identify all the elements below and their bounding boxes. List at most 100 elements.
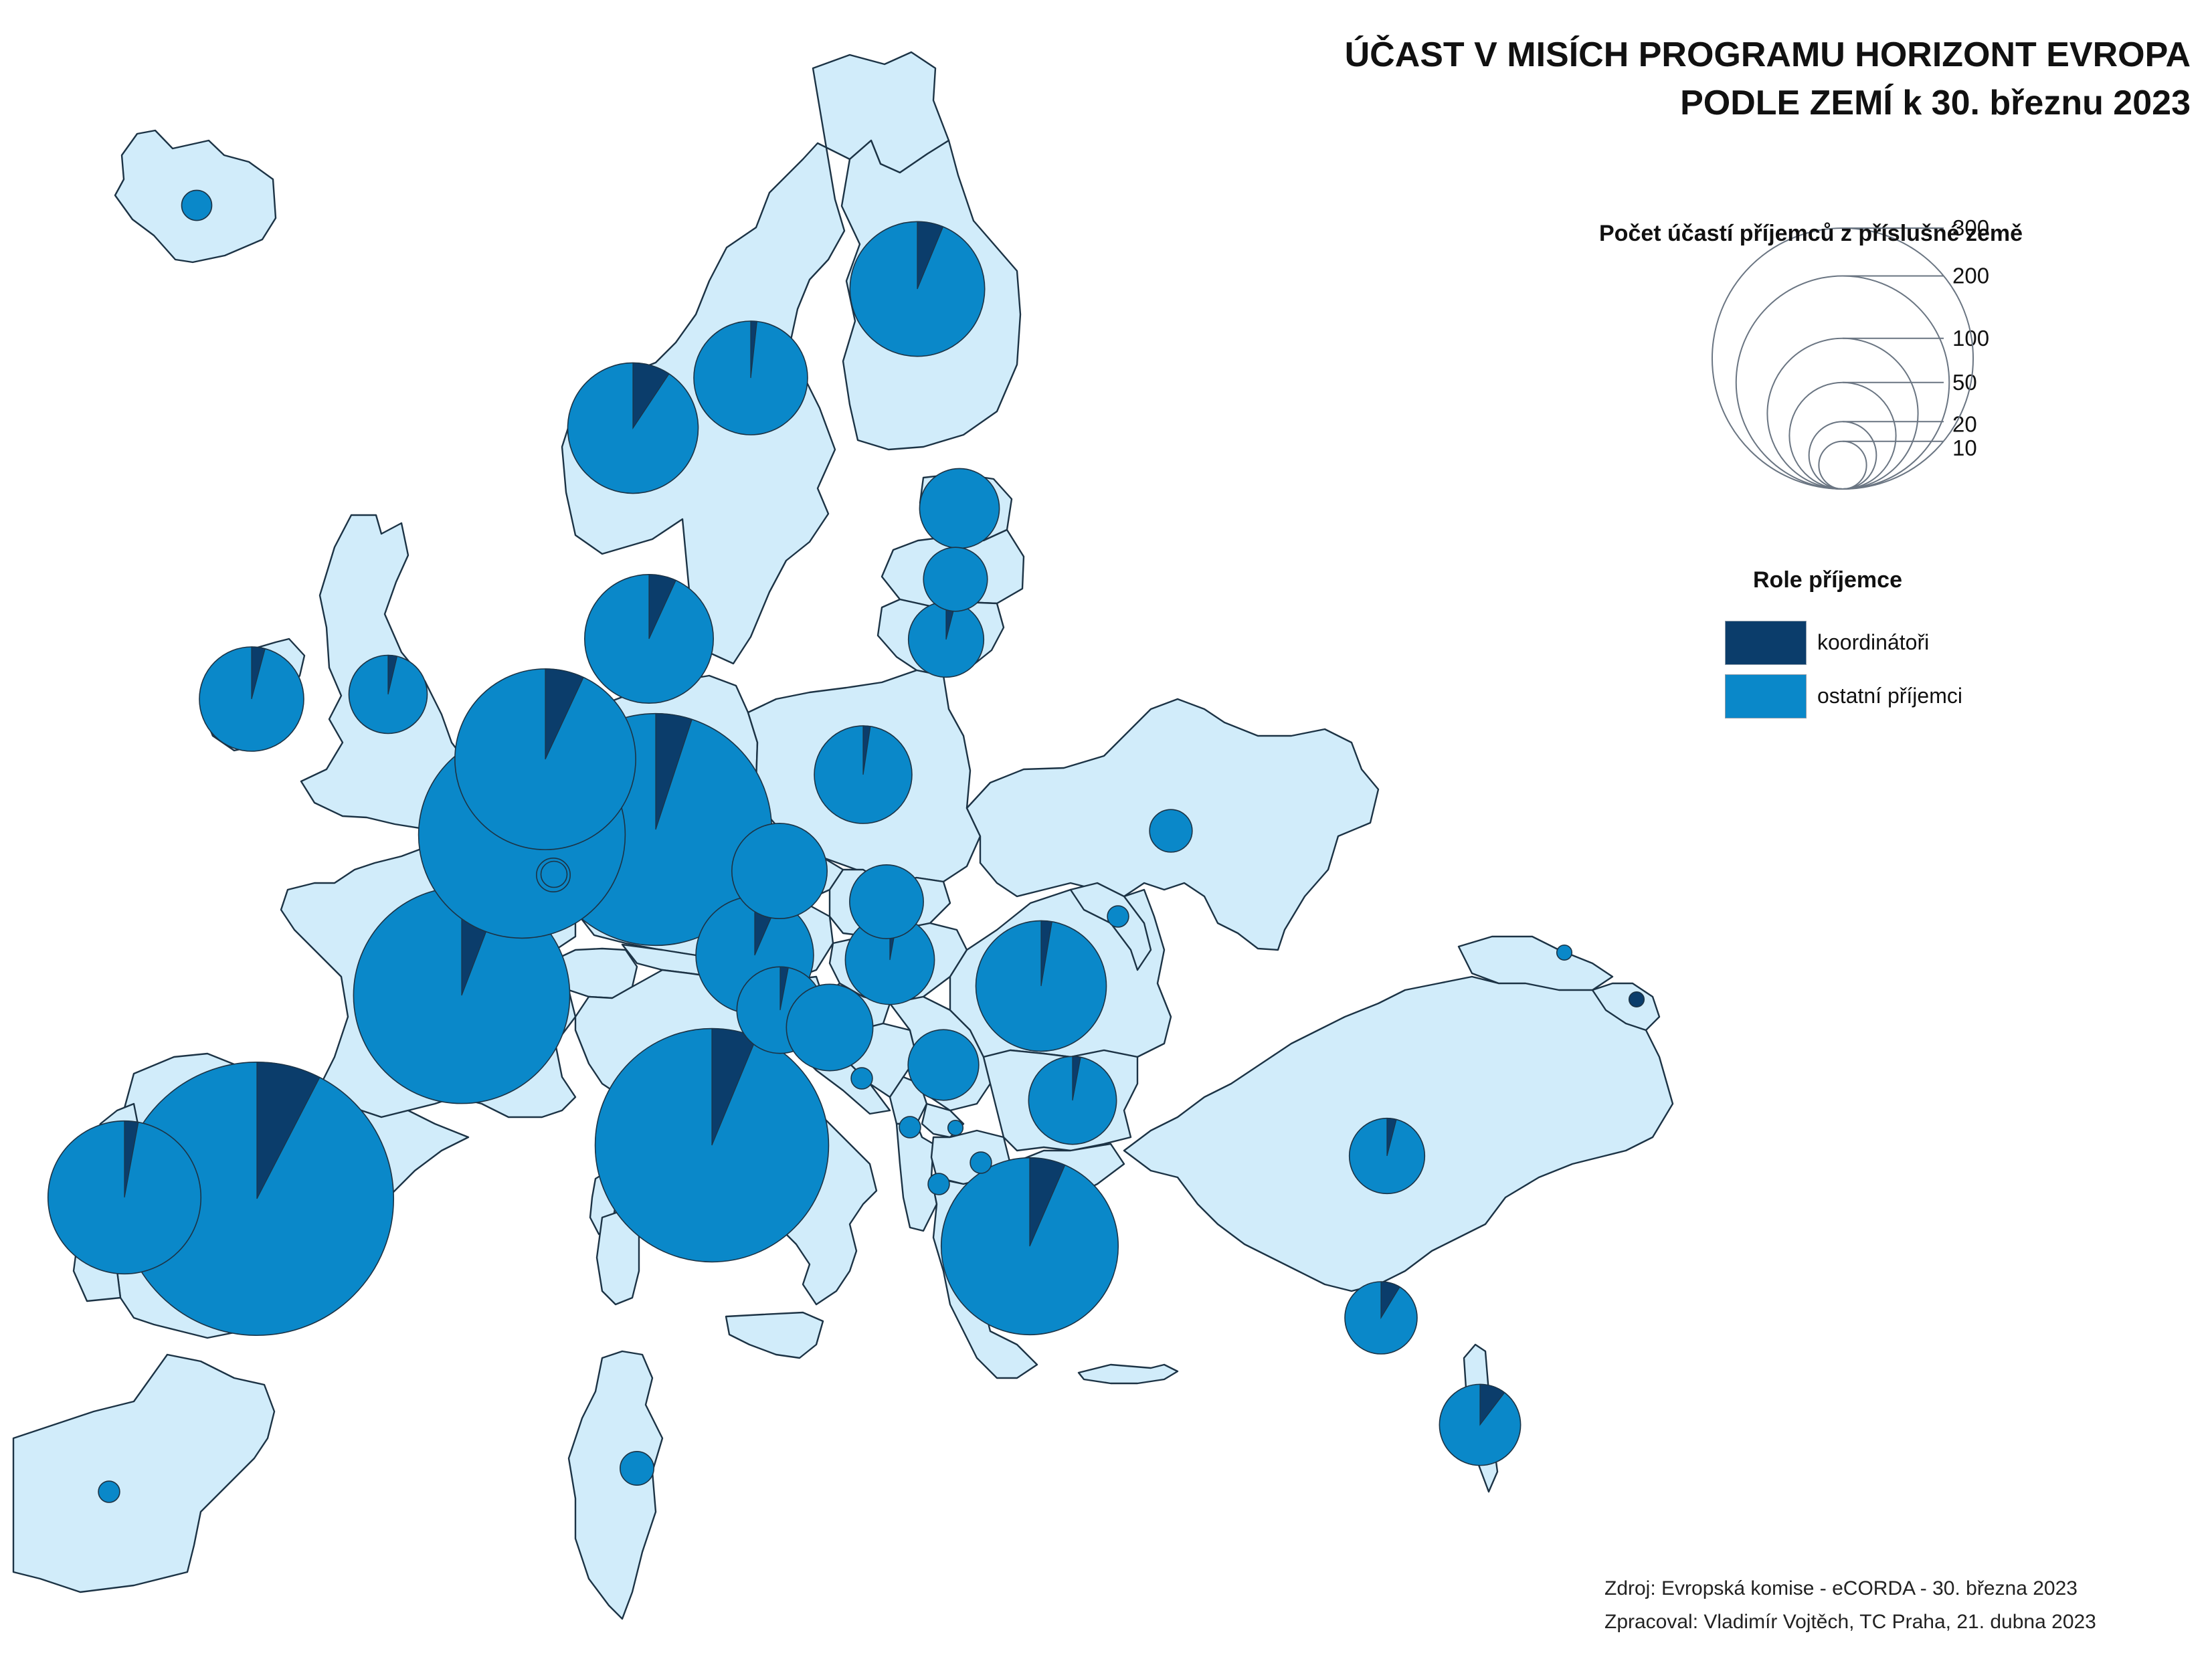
pie-coordinators-united-kingdom [387,654,398,695]
pie-norway [567,362,699,494]
pie-others-czechia [731,822,828,920]
pie-bosnia-and-herzegovina [850,1067,873,1090]
country-tunisia [567,1350,664,1620]
pie-coordinators-sweden [750,320,758,379]
size-label-200: 200 [1952,264,1989,288]
country-morocco [12,1353,276,1593]
pie-tunisia [620,1451,654,1486]
pie-netherlands [454,668,636,850]
pie-coordinators-slovenia [779,966,789,1011]
pie-others-ukraine [1149,809,1193,853]
size-ring-100 [1766,337,1919,490]
author-credit: Zpracoval: Vladimír Vojtěch, TC Praha, 2… [1604,1611,2096,1633]
pie-others-croatia [786,983,874,1072]
pie-romania [975,920,1107,1052]
pie-others-latvia [923,547,988,612]
size-ring-50 [1788,381,1897,490]
pie-others-estonia [919,468,1000,549]
pie-poland [814,725,913,824]
island-sicily [725,1311,824,1359]
pie-bulgaria [1028,1056,1117,1145]
pie-others-slovakia [849,864,924,939]
pie-others-kosovo [947,1119,964,1137]
country-moldova [1069,882,1152,971]
size-label-20: 20 [1952,411,1977,436]
others-swatch [1725,674,1807,718]
island-crete [1077,1363,1179,1385]
pie-spain [119,1061,395,1337]
pie-montenegro [899,1116,921,1139]
pie-ukraine [1149,809,1193,853]
others-label: ostatní příjemci [1817,684,1962,708]
country-boundaries [12,51,1674,1620]
pie-coordinators-norway [632,362,670,429]
pie-others-north-macedonia [970,1151,992,1174]
pie-others-georgia [1556,944,1573,961]
pie-luxembourg [540,860,568,888]
pie-israel [1439,1383,1522,1466]
pie-turkey [1348,1117,1426,1195]
pie-others-serbia [907,1029,980,1101]
pie-finland [849,221,986,357]
pie-sweden [693,320,808,435]
pie-georgia [1556,944,1573,961]
pie-coordinators-greece [1029,1157,1066,1247]
pie-coordinators-finland [917,221,944,290]
pie-coordinators-netherlands [545,668,584,760]
pie-portugal [47,1120,202,1275]
participation-pies [47,189,1645,1503]
pie-ireland [199,646,304,752]
country-georgia [1457,935,1614,991]
size-ring-10 [1818,440,1867,490]
pie-morocco [98,1480,120,1503]
pie-coordinators-portugal [124,1120,139,1198]
pie-slovakia [849,864,924,939]
pie-others-tunisia [620,1451,654,1486]
pie-north-macedonia [970,1151,992,1174]
pie-serbia [907,1029,980,1101]
pie-greece [940,1157,1119,1336]
pie-others-moldova [1107,905,1129,928]
size-legend-heading: Počet účastí příjemců z příslušné země [1599,221,2023,246]
pie-coordinators-bulgaria [1072,1056,1081,1101]
map-title-line-1: ÚČAST V MISÍCH PROGRAMU HORIZONT EVROPA [1344,35,2191,74]
pie-iceland [181,189,213,221]
size-label-10: 10 [1952,435,1977,460]
pie-czechia [731,822,828,920]
pie-cyprus [1344,1281,1418,1355]
pie-croatia [786,983,874,1072]
pie-others-luxembourg [540,860,568,888]
pie-others-albania [927,1173,950,1195]
pie-coordinators-poland [862,725,871,775]
pie-coordinators-germany [655,713,693,830]
pie-others-morocco [98,1480,120,1503]
source-credit: Zdroj: Evropská komise - eCORDA - 30. bř… [1604,1577,2078,1599]
coordinators-label: koordinátoři [1817,630,1930,654]
pie-coordinators-cyprus [1380,1281,1400,1320]
pie-moldova [1107,905,1129,928]
pie-albania [927,1173,950,1195]
pie-kosovo [947,1119,964,1137]
pie-others-armenia [1628,991,1645,1008]
size-label-300: 300 [1952,215,1989,240]
pie-united-kingdom [348,654,428,735]
pie-coordinators-turkey [1386,1118,1397,1157]
size-label-100: 100 [1952,326,1989,351]
pie-coordinators-ireland [251,646,266,700]
pie-armenia [1628,991,1645,1008]
pie-lithuania [907,601,985,678]
map-title-line-2: PODLE ZEMÍ k 30. březnu 2023 [1680,84,2191,122]
coordinators-swatch [1725,621,1807,665]
size-ring-300 [1711,227,1974,490]
pie-coordinators-denmark [648,574,676,640]
pie-others-iceland [181,189,213,221]
pie-others-montenegro [899,1116,921,1139]
role-legend-heading: Role příjemce [1753,567,1902,593]
pie-coordinators-israel [1479,1383,1505,1426]
pie-denmark [583,573,715,704]
pie-others-bosnia-and-herzegovina [850,1067,873,1090]
pie-coordinators-spain [256,1062,320,1199]
